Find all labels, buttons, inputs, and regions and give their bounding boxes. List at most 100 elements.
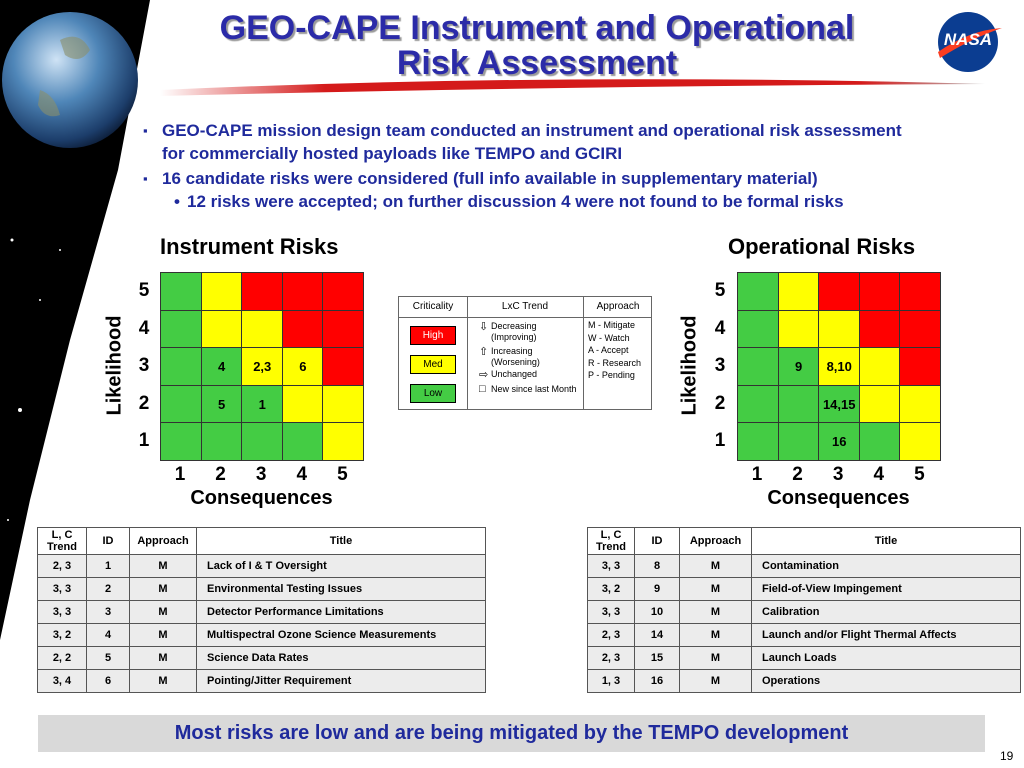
table-cell: M — [679, 577, 752, 601]
table-cell: 2 — [86, 577, 130, 601]
table-cell: Approach — [129, 527, 197, 555]
table-cell: M — [129, 623, 197, 647]
risk-cell — [200, 422, 243, 462]
risk-cell — [818, 309, 861, 349]
row-label: 1 — [714, 430, 726, 452]
table-cell: M — [679, 623, 752, 647]
table-cell: 8 — [634, 554, 680, 578]
table-cell: M — [679, 646, 752, 670]
risk-cell — [200, 309, 243, 349]
legend: Criticality LxC Trend Approach High Med Low ⇩ D… — [398, 296, 652, 410]
bullet-text: 16 candidate risks were considered (full… — [162, 169, 818, 188]
risk-cell — [322, 272, 365, 312]
table-cell: M — [129, 646, 197, 670]
risk-cell: 2,3 — [241, 347, 284, 387]
table-cell: Environmental Testing Issues — [196, 577, 486, 601]
risk-cell — [160, 422, 203, 462]
table-cell: M — [129, 600, 197, 624]
row-label: 5 — [714, 280, 726, 301]
col-label: 5 — [337, 464, 348, 485]
table-cell: 2, 3 — [587, 646, 635, 670]
table-row: 3, 2 9 M Field-of-View Impingement — [587, 577, 1021, 601]
table-cell: 1 — [86, 554, 130, 578]
trend-text: Decreasing (Improving) — [491, 321, 537, 342]
table-cell: Title — [196, 527, 486, 555]
trend-icon: ⇨ — [479, 369, 489, 381]
x-axis-label: Consequences — [767, 487, 910, 509]
table-cell: 6 — [86, 669, 130, 693]
star — [18, 408, 22, 412]
table-cell: 5 — [86, 646, 130, 670]
table-cell: 15 — [634, 646, 680, 670]
table-cell: 3, 2 — [37, 623, 87, 647]
table-cell: Contamination — [751, 554, 1021, 578]
earth — [2, 12, 138, 148]
risk-cell — [281, 384, 324, 424]
table-cell: 4 — [86, 623, 130, 647]
legend-header: Approach — [596, 301, 640, 312]
col-label: 2 — [215, 464, 226, 485]
trend-text: Unchanged — [491, 369, 538, 379]
table-cell: Approach — [679, 527, 752, 555]
row-label: 4 — [714, 317, 726, 339]
table-cell: Field-of-View Impingement — [751, 577, 1021, 601]
table-cell: 3, 3 — [37, 577, 87, 601]
table-cell: Title — [751, 527, 1021, 555]
table-header: L, C Trend ID Approach Title — [587, 527, 1021, 555]
col-label: 2 — [792, 464, 803, 485]
table-cell: Multispectral Ozone Science Measurements — [196, 623, 486, 647]
table-cell: 3, 2 — [587, 577, 635, 601]
table-cell: 3, 4 — [37, 669, 87, 693]
page-number: 19 — [1000, 749, 1014, 763]
approach-text: W - Watch — [588, 332, 630, 343]
title-line: Risk Assessment — [396, 44, 678, 82]
risk-cell: 5 — [200, 384, 243, 424]
nasa-logo-text: NASA — [943, 30, 993, 49]
title-line: GEO-CAPE Instrument and Operational — [219, 9, 855, 47]
row-label: 4 — [138, 317, 150, 339]
table-cell: 16 — [634, 669, 680, 693]
table-cell: Lack of I & T Oversight — [196, 554, 486, 578]
table-cell: M — [679, 554, 752, 578]
table-row: 3, 3 2 M Environmental Testing Issues — [37, 577, 486, 601]
sub-bullet-text: 12 risks were accepted; on further discu… — [187, 192, 844, 211]
table-cell: ID — [86, 527, 130, 555]
table-cell: 1, 3 — [587, 669, 635, 693]
row-label: 5 — [138, 280, 150, 301]
risk-cell — [241, 272, 284, 312]
table-cell: 10 — [634, 600, 680, 624]
legend-divider — [583, 297, 584, 409]
table-row: 2, 3 15 M Launch Loads — [587, 646, 1021, 670]
legend-divider — [467, 297, 468, 409]
bullet-marker: ▪ — [143, 171, 148, 186]
table-cell: M — [679, 600, 752, 624]
table-cell: 2, 2 — [37, 646, 87, 670]
table-cell: 3 — [86, 600, 130, 624]
risk-cell — [322, 347, 365, 387]
criticality-swatch: Med — [410, 355, 456, 374]
table-cell: Pointing/Jitter Requirement — [196, 669, 486, 693]
trend-icon: ⇩ — [479, 321, 489, 333]
row-label: 2 — [138, 392, 150, 414]
risk-cell — [737, 309, 780, 349]
risk-cell — [858, 347, 901, 387]
risk-cell — [281, 309, 324, 349]
matrix-title: Operational Risks — [728, 234, 916, 259]
risk-cell — [322, 309, 365, 349]
col-label: 1 — [174, 464, 186, 485]
star — [39, 299, 41, 301]
table-cell: Operations — [751, 669, 1021, 693]
approach-text: A - Accept — [588, 345, 629, 355]
table-row: 3, 3 10 M Calibration — [587, 600, 1021, 624]
risk-cell: 6 — [281, 347, 324, 387]
risk-cell: 8,10 — [818, 347, 861, 387]
title-swoosh — [160, 79, 985, 96]
table-cell: Launch and/or Flight Thermal Affects — [751, 623, 1021, 647]
risk-cell: 4 — [200, 347, 243, 387]
table-cell: Science Data Rates — [196, 646, 486, 670]
row-label: 3 — [714, 355, 726, 377]
risk-cell — [858, 384, 901, 424]
table-cell: L, C Trend — [587, 527, 635, 555]
risk-cell — [777, 384, 820, 424]
risk-cell — [737, 422, 780, 462]
